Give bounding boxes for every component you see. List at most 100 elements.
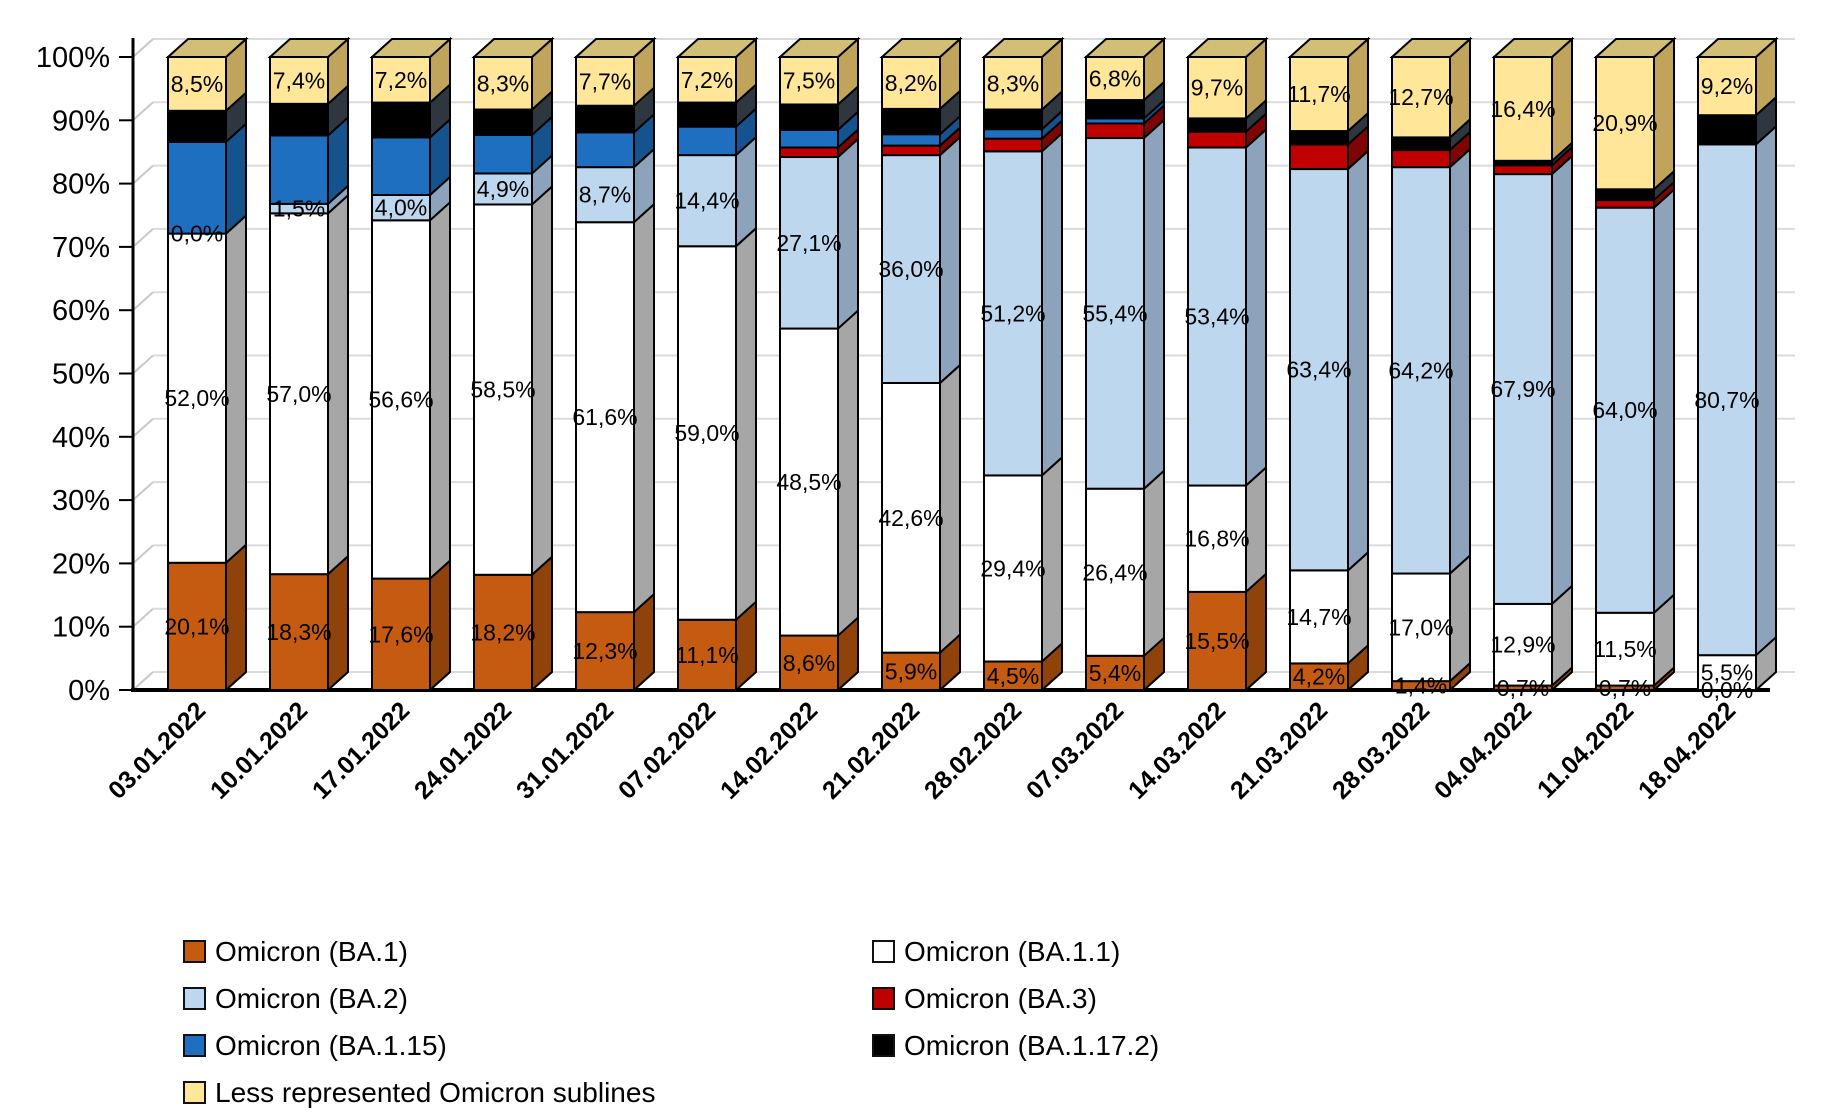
- bar-segment: [1493, 173, 1553, 605]
- bar-segment: [1595, 199, 1655, 209]
- bar-data-label: 6,8%: [1089, 66, 1141, 92]
- legend-label: Omicron (BA.2): [215, 982, 408, 1014]
- x-axis-category-label: 10.01.2022: [205, 696, 313, 804]
- legend-item: Omicron (BA.1.1): [872, 928, 1159, 975]
- x-axis-category-label: 31.01.2022: [511, 696, 619, 804]
- bar-segment: [269, 134, 329, 205]
- y-axis-tick-label: 50%: [52, 359, 110, 391]
- legend-label: Omicron (BA.1.15): [215, 1029, 447, 1061]
- bar-top-face: [1491, 38, 1575, 58]
- bar-data-label: 5,5%: [1701, 660, 1753, 686]
- bar-segment: [881, 133, 941, 147]
- bar-data-label: 16,8%: [1184, 526, 1249, 552]
- bar-segment: [167, 109, 227, 143]
- legend-item: Less represented Omicron sublines: [183, 1069, 655, 1116]
- bar-segment: [575, 166, 635, 224]
- y-axis-tick-label: 30%: [52, 485, 110, 517]
- bar-top-face: [1389, 38, 1473, 58]
- bar-data-label: 11,7%: [1287, 81, 1351, 107]
- bar-segment: [677, 618, 737, 691]
- bar-data-label: 4,0%: [375, 195, 427, 221]
- bar-segment: [1595, 611, 1655, 687]
- legend-label: Omicron (BA.3): [904, 982, 1097, 1014]
- bar-segment: [881, 651, 941, 692]
- bar-segment: [575, 221, 635, 614]
- bar-segment: [473, 203, 533, 576]
- bar-segment: [575, 104, 635, 134]
- bar-segment: [677, 125, 737, 157]
- bar-segment: [881, 144, 941, 157]
- bar-segment: [983, 474, 1043, 663]
- wall-diagonal: [132, 164, 154, 185]
- bar-data-label: 48,5%: [776, 469, 841, 495]
- wall-diagonal: [132, 38, 154, 58]
- bar-data-label: 20,1%: [164, 613, 229, 639]
- legend-item: Omicron (BA.3): [872, 975, 1159, 1022]
- bar-data-label: 57,0%: [266, 381, 331, 407]
- bar-top-face: [1695, 38, 1779, 58]
- x-axis-category-label: 21.02.2022: [817, 696, 925, 804]
- bar-segment: [269, 56, 329, 105]
- x-axis-category-label: 04.04.2022: [1429, 696, 1537, 804]
- bar-segment: [371, 577, 431, 691]
- bar-data-label: 17,0%: [1388, 614, 1453, 640]
- bar-top-face: [471, 38, 555, 58]
- y-axis-tick-label: 60%: [52, 295, 110, 327]
- bar-segment: [1187, 146, 1247, 487]
- bar-segment: [1085, 56, 1145, 102]
- x-axis-category-label: 21.03.2022: [1225, 696, 1333, 804]
- y-axis-tick-label: 100%: [36, 42, 110, 74]
- bar-data-label: 58,5%: [470, 377, 535, 403]
- bar-data-label: 36,0%: [878, 256, 943, 282]
- bar-top-face: [165, 38, 249, 58]
- x-axis-category-label: 14.03.2022: [1123, 696, 1231, 804]
- bar-segment: [983, 128, 1043, 140]
- bar-top-face: [1593, 38, 1677, 58]
- bar-segment: [473, 56, 533, 111]
- legend-item: Omicron (BA.1): [183, 928, 655, 975]
- bar-data-label: 12,9%: [1490, 632, 1555, 658]
- bar-data-label: 8,3%: [477, 70, 529, 96]
- bar-segment: [371, 101, 431, 139]
- bar-data-label: 15,5%: [1184, 628, 1249, 654]
- bar-segment: [1187, 56, 1247, 120]
- legend-swatch-icon: [183, 1081, 206, 1104]
- bar-top-face: [573, 38, 657, 58]
- bar-top-face: [1287, 38, 1371, 58]
- bar-data-label: 11,5%: [1593, 636, 1657, 662]
- bar-top-face: [369, 38, 453, 58]
- legend-swatch-icon: [183, 987, 206, 1010]
- wall-diagonal: [132, 671, 154, 691]
- bar-data-label: 5,9%: [885, 658, 937, 684]
- bar-top-face: [879, 38, 963, 58]
- bar-segment: [983, 150, 1043, 477]
- bar-data-label: 1,4%: [1395, 673, 1447, 699]
- bar-segment: [1085, 122, 1145, 140]
- bar-top-face: [267, 38, 351, 58]
- bar-data-label: 0,7%: [1599, 675, 1651, 701]
- bar-data-label: 11,1%: [675, 642, 739, 668]
- legend-swatch-icon: [183, 1034, 206, 1057]
- bar-data-label: 18,2%: [470, 619, 535, 645]
- bar-data-label: 9,7%: [1191, 75, 1243, 101]
- bar-segment: [473, 133, 533, 175]
- bar-data-label: 7,4%: [273, 67, 325, 93]
- x-axis-category-label: 07.02.2022: [613, 696, 721, 804]
- bar-segment: [269, 102, 329, 137]
- bar-segment: [983, 108, 1043, 131]
- legend-swatch-icon: [183, 940, 206, 963]
- bar-data-label: 8,3%: [987, 70, 1039, 96]
- bar-segment: [1289, 168, 1349, 572]
- wall-diagonal: [132, 228, 154, 248]
- bar-data-label: 27,1%: [776, 230, 841, 256]
- bar-top-face: [1083, 38, 1167, 58]
- y-axis-tick-label: 20%: [52, 548, 110, 580]
- bar-data-label: 5,4%: [1089, 660, 1141, 686]
- bar-data-label: 0,0%: [171, 221, 223, 247]
- bar-segment: [1595, 56, 1655, 191]
- bar-top-face: [981, 38, 1065, 58]
- legend-item: Omicron (BA.2): [183, 975, 655, 1022]
- x-axis-category-label: 17.01.2022: [307, 696, 415, 804]
- wall-diagonal: [132, 544, 154, 565]
- bar-data-label: 0,7%: [1497, 675, 1549, 701]
